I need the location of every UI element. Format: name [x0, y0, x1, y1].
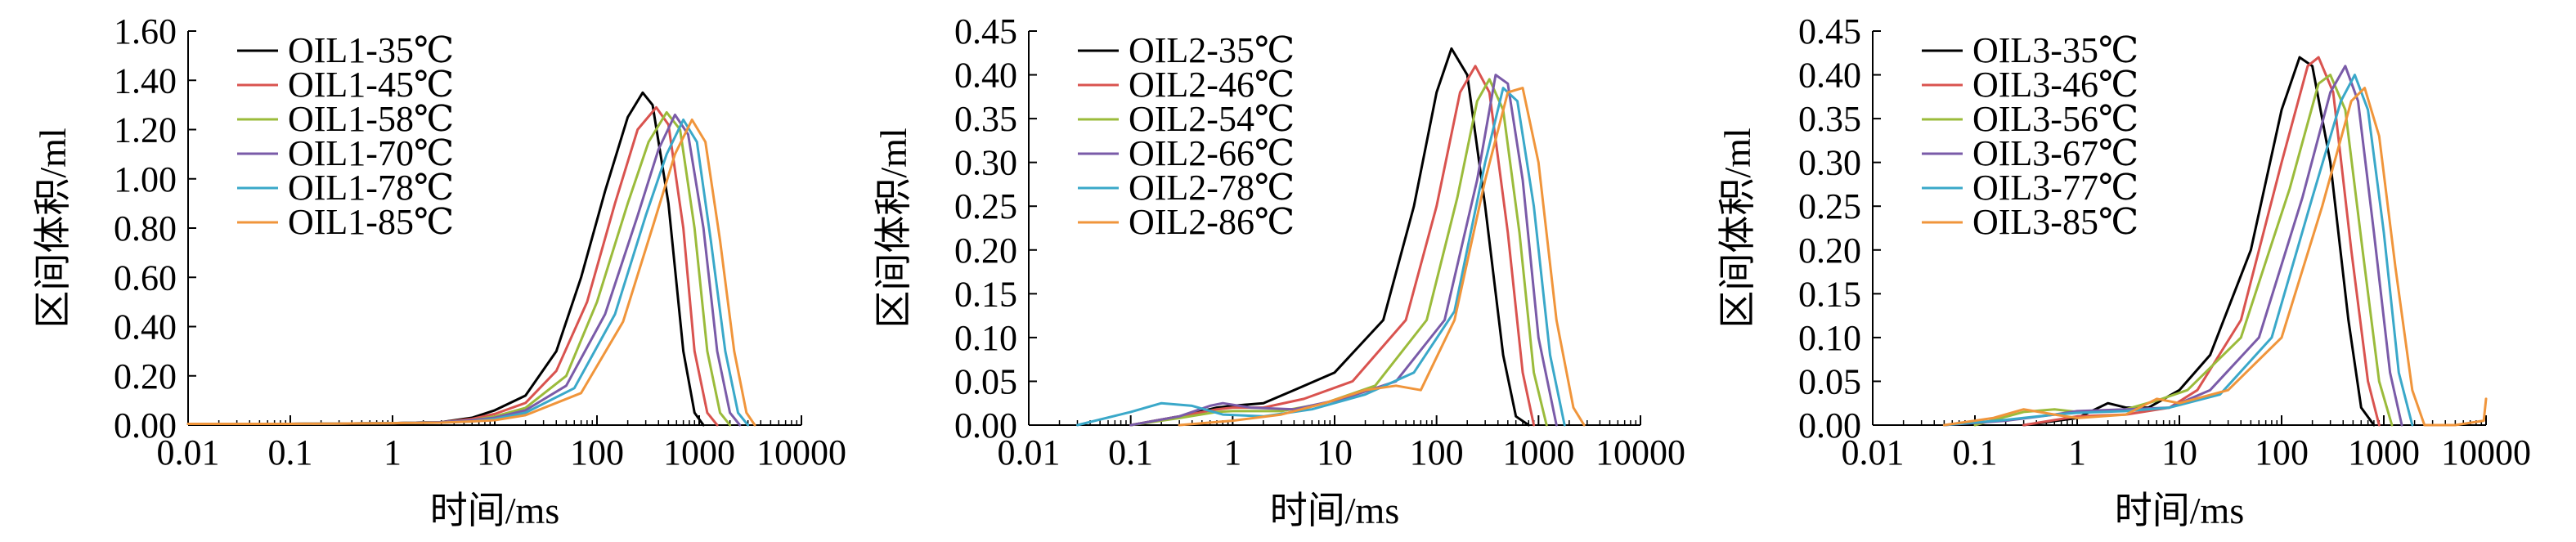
y-tick-label: 0.45 — [1798, 11, 1861, 52]
y-tick-label: 0.00 — [1798, 405, 1861, 446]
x-tick-label: 100 — [570, 432, 624, 473]
legend-label: OIL2-54℃ — [1129, 99, 1295, 139]
y-axis-title: 区间体积/ml — [32, 128, 74, 328]
x-tick-label: 10000 — [756, 432, 846, 473]
y-tick-label: 0.25 — [1798, 186, 1861, 226]
x-axis-title: 时间/ms — [430, 490, 559, 531]
legend-label: OIL1-70℃ — [288, 133, 454, 173]
x-tick-label: 10000 — [1595, 432, 1685, 473]
chart-panel-2: 0.000.050.100.150.20 0.250.300.350.400.45… — [873, 11, 1685, 531]
series-line-3 — [1129, 78, 1548, 427]
series-line-5 — [1942, 74, 2414, 427]
y-tick-label: 0.45 — [954, 11, 1017, 52]
legend-label: OIL3-85℃ — [1972, 202, 2138, 242]
legend: OIL3-35℃OIL3-46℃OIL3-56℃OIL3-67℃OIL3-77℃… — [1922, 30, 2138, 242]
series-line-3 — [1973, 74, 2394, 427]
y-tick-label: 0.20 — [954, 231, 1017, 271]
series-line-1 — [1129, 47, 1530, 427]
legend-label: OIL2-66℃ — [1129, 133, 1295, 173]
y-tick-label: 0.10 — [1798, 318, 1861, 358]
x-tick-label: 1000 — [663, 432, 735, 473]
y-tick-label: 0.10 — [954, 318, 1017, 358]
x-tick-label: 0.01 — [157, 432, 220, 473]
x-tick-label: 1 — [1223, 432, 1241, 473]
series-line-3 — [186, 110, 732, 427]
x-tick-label: 10 — [2161, 432, 2197, 473]
y-tick-label: 0.40 — [954, 56, 1017, 96]
y-tick-label: 0.20 — [114, 356, 177, 396]
y-tick-label: 0.35 — [1798, 99, 1861, 139]
y-tick-label: 0.25 — [954, 186, 1017, 226]
y-tick-label: 0.05 — [954, 361, 1017, 401]
y-tick-label: 1.20 — [114, 110, 177, 150]
legend-label: OIL2-78℃ — [1129, 168, 1295, 208]
x-axis-title: 时间/ms — [1270, 490, 1399, 531]
legend: OIL1-35℃OIL1-45℃OIL1-58℃OIL1-70℃OIL1-78℃… — [237, 30, 454, 242]
x-tick-label: 0.01 — [1842, 432, 1905, 473]
legend-label: OIL1-78℃ — [288, 168, 454, 208]
y-tick-label: 0.05 — [1798, 361, 1861, 401]
series-line-2 — [1129, 65, 1536, 427]
y-tick-label: 0.60 — [114, 258, 177, 298]
y-tick-label: 1.40 — [114, 60, 177, 101]
legend-label: OIL1-85℃ — [288, 202, 454, 242]
x-tick-label: 1000 — [2348, 432, 2420, 473]
x-tick-label: 0.1 — [1108, 432, 1153, 473]
x-tick-label: 10 — [1317, 432, 1353, 473]
series-line-5 — [186, 119, 750, 427]
x-axis-title: 时间/ms — [2115, 490, 2244, 531]
chart-panel-1: 0.00 0.20 0.40 0.60 0.80 1.00 1.20 1.40 1.60 0.01… — [32, 11, 846, 531]
legend-label: OIL2-86℃ — [1129, 202, 1295, 242]
series-line-1 — [2022, 56, 2376, 427]
x-tick-label: 1 — [384, 432, 402, 473]
y-tick-label: 0.30 — [954, 143, 1017, 183]
y-tick-label: 0.30 — [1798, 143, 1861, 183]
y-tick-label: 0.35 — [954, 99, 1017, 139]
y-axis-title: 区间体积/ml — [1717, 128, 1758, 328]
x-tick-label: 100 — [2255, 432, 2309, 473]
legend: OIL2-35℃OIL2-46℃OIL2-54℃OIL2-66℃OIL2-78℃… — [1078, 30, 1295, 242]
x-tick-label: 10 — [477, 432, 513, 473]
legend-label: OIL3-56℃ — [1972, 99, 2138, 139]
y-tick-label: 1.00 — [114, 159, 177, 199]
y-tick-label: 0.20 — [1798, 231, 1861, 271]
y-tick-label: 0.15 — [954, 274, 1017, 314]
x-tick-label: 0.01 — [998, 432, 1061, 473]
y-tick-label: 1.60 — [114, 11, 177, 52]
x-tick-label: 0.1 — [1953, 432, 1998, 473]
x-tick-label: 0.1 — [268, 432, 313, 473]
series-line-6 — [1178, 87, 1586, 427]
y-tick-label: 0.40 — [1798, 56, 1861, 96]
legend-label: OIL1-58℃ — [288, 99, 454, 139]
legend-label: OIL2-35℃ — [1129, 30, 1295, 70]
y-tick-label: 0.15 — [1798, 274, 1861, 314]
x-tick-label: 1 — [2068, 432, 2086, 473]
y-tick-label: 0.00 — [114, 405, 177, 446]
legend-label: OIL3-67℃ — [1972, 133, 2138, 173]
x-tick-label: 10000 — [2441, 432, 2531, 473]
series-line-5 — [1076, 87, 1566, 427]
series-line-6 — [1942, 87, 2488, 427]
legend-label: OIL1-35℃ — [288, 30, 454, 70]
series-line-6 — [186, 119, 756, 427]
x-tick-label: 1000 — [1502, 432, 1574, 473]
chart-panel-3: 0.000.050.100.150.20 0.250.300.350.400.45… — [1717, 11, 2531, 531]
y-tick-label: 0.40 — [114, 307, 177, 347]
legend-label: OIL3-77℃ — [1972, 168, 2138, 208]
series-line-4 — [186, 113, 742, 427]
y-axis-title: 区间体积/ml — [873, 128, 914, 328]
x-tick-label: 100 — [1410, 432, 1464, 473]
y-tick-label: 0.00 — [954, 405, 1017, 446]
legend-label: OIL3-35℃ — [1972, 30, 2138, 70]
legend-label: OIL3-46℃ — [1972, 65, 2138, 105]
legend-label: OIL2-46℃ — [1129, 65, 1295, 105]
legend-label: OIL1-45℃ — [288, 65, 454, 105]
y-tick-label: 0.80 — [114, 208, 177, 249]
